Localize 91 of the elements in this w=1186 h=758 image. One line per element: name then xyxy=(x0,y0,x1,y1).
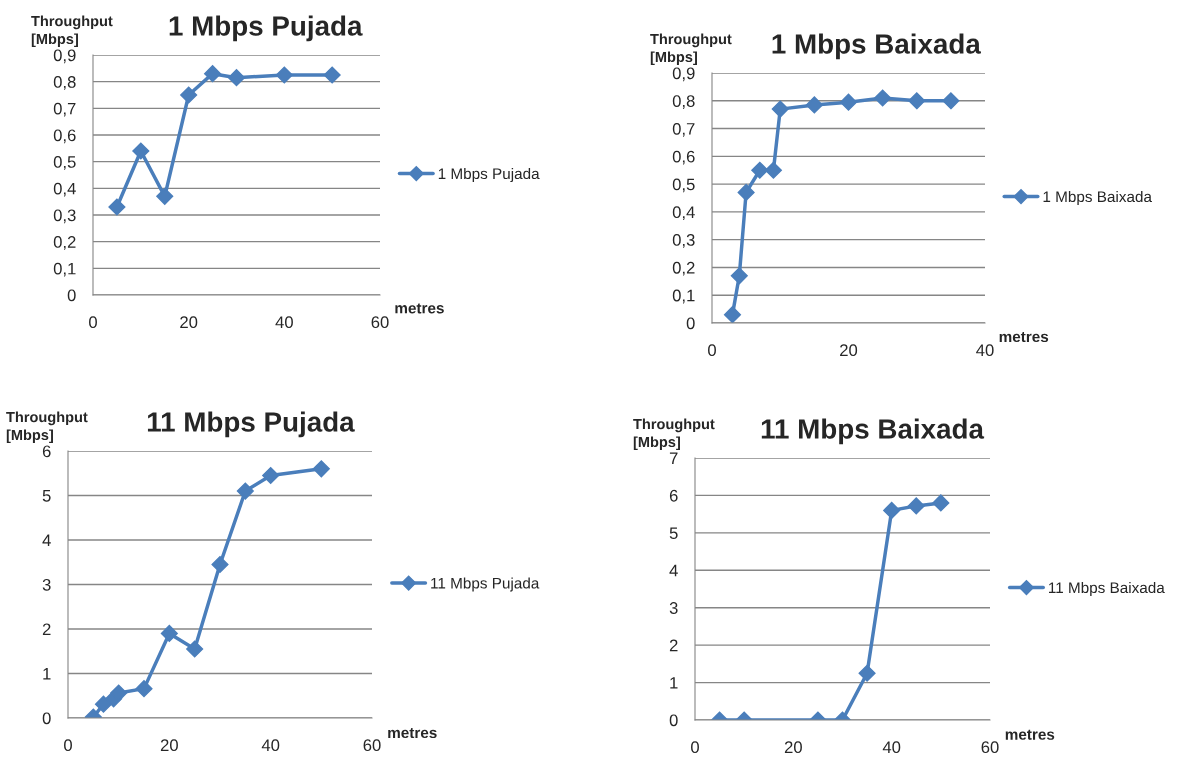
x-tick-label: 0 xyxy=(708,344,716,357)
y-tick-label: 2 xyxy=(42,623,51,636)
point xyxy=(108,198,126,216)
point xyxy=(723,306,742,323)
x-axis-title: metres xyxy=(1005,729,1055,740)
point xyxy=(110,684,128,702)
point xyxy=(132,142,150,160)
point xyxy=(751,161,769,179)
y-tick-label: 1 xyxy=(43,668,51,680)
point xyxy=(135,680,153,698)
y-tick-label: 3 xyxy=(42,578,51,591)
y-tick-label: 0,5 xyxy=(672,178,695,193)
y-tick-label: 0,6 xyxy=(53,129,76,144)
legend-label: 11 Mbps Pujada xyxy=(431,577,540,592)
y-tick-label: 4 xyxy=(669,564,678,577)
x-tick-label: 20 xyxy=(160,739,178,752)
point xyxy=(94,695,113,713)
y-tick-label: 0,1 xyxy=(672,289,695,304)
x-tick-label: 40 xyxy=(882,741,901,754)
point xyxy=(730,267,748,285)
y-tick-label: 0 xyxy=(669,714,678,727)
x-tick-label: 0 xyxy=(89,316,97,329)
y-tick-label: 0,2 xyxy=(53,236,76,250)
chart-title: 11 Mbps Baixada xyxy=(761,418,985,445)
y-tick-label: 0,9 xyxy=(53,49,76,64)
y-tick-label: 1 xyxy=(670,677,678,689)
x-tick-label: 60 xyxy=(363,739,381,752)
y-tick-label: 0,3 xyxy=(672,234,695,248)
y-tick-label: 0,7 xyxy=(53,102,76,117)
y-tick-label: 6 xyxy=(669,489,678,502)
point xyxy=(156,187,174,205)
y-tick-label: 7 xyxy=(669,452,678,465)
x-axis-title: metres xyxy=(388,728,437,739)
y-tick-label: 0 xyxy=(67,289,76,302)
point xyxy=(764,161,782,179)
y-tick-label: 6 xyxy=(42,445,51,458)
point xyxy=(180,86,198,104)
legend-label: 1 Mbps Pujada xyxy=(438,167,540,183)
point xyxy=(186,640,204,658)
point xyxy=(771,100,789,118)
y-tick-label: 2 xyxy=(669,639,678,652)
x-axis-title: metres xyxy=(395,303,444,314)
y-tick-label: 0,5 xyxy=(53,156,76,170)
point xyxy=(805,96,823,114)
y-tick-label: 0,1 xyxy=(53,262,76,277)
point xyxy=(160,624,178,643)
point xyxy=(874,89,892,107)
y-tick-label: 0,9 xyxy=(672,67,695,82)
y-tick-label: 0,8 xyxy=(672,95,695,109)
y-tick-label: 4 xyxy=(42,534,51,547)
x-tick-label: 60 xyxy=(371,316,389,329)
y-tick-label: 5 xyxy=(669,527,678,540)
y-tick-label: 0,4 xyxy=(53,182,76,197)
point xyxy=(737,183,755,201)
x-tick-label: 40 xyxy=(261,739,280,752)
x-tick-label: 20 xyxy=(180,316,198,329)
y-tick-label: 0,8 xyxy=(53,76,76,90)
chart-title: 11 Mbps Pujada xyxy=(147,411,355,438)
legend-label: 1 Mbps Baixada xyxy=(1043,190,1152,206)
y-tick-label: 0,7 xyxy=(672,122,695,137)
y-axis-title: Throughput [Mbps] xyxy=(633,418,715,450)
y-tick-label: 0 xyxy=(42,712,51,725)
point xyxy=(275,66,293,84)
point xyxy=(908,92,926,110)
chart-title: 1 Mbps Baixada xyxy=(772,33,981,60)
point xyxy=(204,65,222,83)
point xyxy=(839,93,858,111)
legend-label: 11 Mbps Baixada xyxy=(1049,581,1165,597)
x-axis-title: metres xyxy=(999,331,1049,343)
y-tick-label: 3 xyxy=(669,602,678,614)
chart-title: 1 Mbps Pujada xyxy=(169,15,363,42)
y-axis-title: Throughput [Mbps] xyxy=(650,33,732,65)
y-axis-title: Throughput [Mbps] xyxy=(6,411,88,443)
y-tick-label: 0,4 xyxy=(672,206,695,221)
y-axis-title: Throughput [Mbps] xyxy=(31,15,113,47)
point xyxy=(323,66,341,84)
x-tick-label: 40 xyxy=(275,316,293,329)
x-tick-label: 60 xyxy=(981,741,999,754)
point xyxy=(262,466,280,485)
point xyxy=(211,555,229,574)
y-tick-label: 0,3 xyxy=(53,209,76,224)
x-tick-label: 20 xyxy=(784,741,802,754)
y-tick-label: 0,6 xyxy=(672,150,695,165)
y-tick-label: 5 xyxy=(42,490,51,502)
x-tick-label: 40 xyxy=(976,344,994,357)
x-tick-label: 20 xyxy=(840,344,858,357)
point xyxy=(227,69,246,87)
point xyxy=(312,460,330,478)
y-tick-label: 0,2 xyxy=(672,261,695,276)
point xyxy=(236,482,254,500)
point xyxy=(942,92,960,110)
